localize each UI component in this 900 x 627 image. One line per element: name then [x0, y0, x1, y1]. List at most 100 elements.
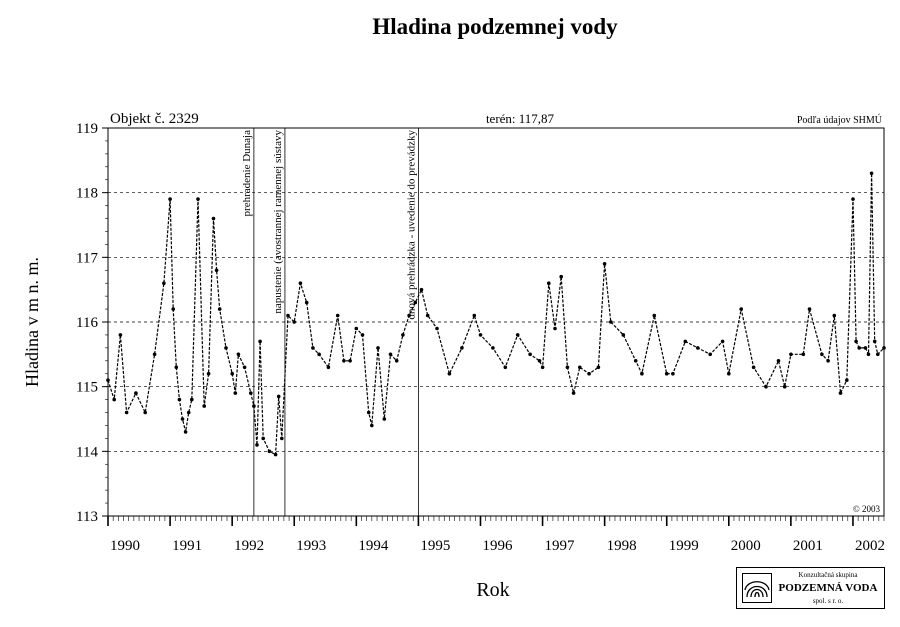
data-point: [789, 352, 793, 357]
data-point: [528, 352, 532, 357]
data-point: [652, 313, 657, 318]
data-point: [503, 365, 508, 370]
data-point: [152, 352, 157, 357]
x-axis-label: Rok: [476, 579, 509, 601]
data-point: [739, 307, 743, 311]
grid-lines: [108, 192, 884, 452]
data-point: [460, 346, 464, 350]
y-tick-label-3: 116: [76, 315, 98, 331]
data-point: [876, 352, 880, 357]
y-tick-label-6: 119: [76, 121, 98, 137]
data-point: [863, 346, 868, 350]
x-tick-label-9: 1999: [669, 538, 699, 554]
data-point: [776, 359, 781, 363]
data-point: [696, 346, 700, 350]
x-tick-label-8: 1998: [607, 538, 637, 554]
logo-line-3: spol. s r. o.: [812, 597, 844, 605]
data-point: [236, 352, 241, 357]
data-point: [317, 352, 321, 357]
data-point: [360, 333, 365, 337]
data-point: [177, 397, 182, 402]
data-point: [388, 352, 393, 357]
data-point: [286, 313, 290, 318]
data-point: [559, 274, 563, 279]
data-point: [407, 313, 411, 318]
data-point: [447, 371, 452, 376]
event-label-2: dnová prehrádzka - uvedenie do prevádzky: [405, 130, 417, 320]
data-point: [242, 365, 247, 370]
data-point: [168, 197, 172, 201]
x-tick-label-3: 1993: [296, 538, 326, 554]
data-point: [435, 326, 439, 331]
data-point: [342, 359, 346, 363]
data-point: [478, 333, 483, 337]
data-point: [292, 320, 297, 324]
data-point: [547, 281, 551, 286]
data-point: [425, 313, 430, 318]
data-point: [596, 365, 601, 370]
data-point: [869, 171, 874, 176]
y-tick-label-2: 115: [76, 380, 98, 396]
data-point: [311, 346, 315, 350]
data-point: [382, 417, 387, 421]
x-tick-label-2: 1992: [234, 538, 264, 554]
data-point: [571, 391, 576, 395]
data-point: [807, 307, 812, 311]
data-point: [565, 365, 570, 370]
data-point: [491, 346, 495, 350]
data-point: [782, 384, 787, 389]
x-tick-label-1: 1991: [172, 538, 202, 554]
data-point: [866, 352, 871, 357]
data-point: [230, 371, 234, 376]
data-point: [354, 326, 359, 331]
data-point: [708, 352, 712, 357]
y-tick-label-5: 118: [76, 186, 98, 202]
data-point: [224, 346, 228, 350]
x-tick-label-7: 1997: [545, 538, 576, 554]
data-point: [214, 268, 219, 273]
series-line-0: [107, 173, 885, 456]
y-axis-label: Hladina v m n. m.: [22, 257, 42, 387]
x-tick-label-6: 1996: [482, 538, 512, 554]
data-point: [249, 391, 253, 395]
y-axis: 113 114 115 116 117 118 119: [76, 121, 108, 525]
x-tick-label-11: 2001: [793, 538, 823, 554]
data-point: [143, 410, 147, 415]
x-axis: 1990 1991 1992 1993 1994 1995 1996 1997 1998 1999…: [107, 516, 885, 554]
logo-line-1: Konzultačná skupina: [798, 571, 858, 579]
data-point: [537, 359, 542, 363]
data-point: [134, 391, 138, 395]
data-point: [633, 359, 638, 363]
data-point: [419, 287, 424, 292]
data-point: [872, 339, 877, 344]
x-tick-label-0: 1990: [110, 538, 140, 554]
data-point: [720, 339, 725, 344]
data-point: [609, 320, 613, 324]
data-point: [124, 410, 129, 415]
data-point: [162, 281, 166, 286]
data-point: [602, 262, 607, 266]
data-point: [217, 307, 222, 311]
data-point: [621, 333, 626, 337]
data-point: [845, 378, 849, 383]
x-tick-label-4: 1994: [358, 538, 389, 554]
event-label-1: napustenie (avostrannej ramennej sústavy: [272, 130, 284, 314]
data-point: [196, 197, 200, 201]
data-point: [211, 216, 216, 221]
data-point: [515, 333, 520, 337]
data-point: [252, 404, 256, 408]
data-point: [857, 346, 861, 350]
data-point: [401, 333, 405, 337]
data-point: [727, 371, 731, 376]
data-point: [233, 391, 238, 395]
data-point: [751, 365, 756, 370]
y-tick-label-4: 117: [76, 250, 98, 266]
data-point: [370, 423, 374, 428]
data-point: [335, 313, 340, 318]
object-label: Objekt č. 2329: [110, 111, 199, 127]
data-point: [851, 197, 855, 201]
data-point: [540, 365, 545, 370]
data-point: [472, 313, 477, 318]
data-point: [587, 371, 591, 376]
data-point: [180, 417, 185, 421]
